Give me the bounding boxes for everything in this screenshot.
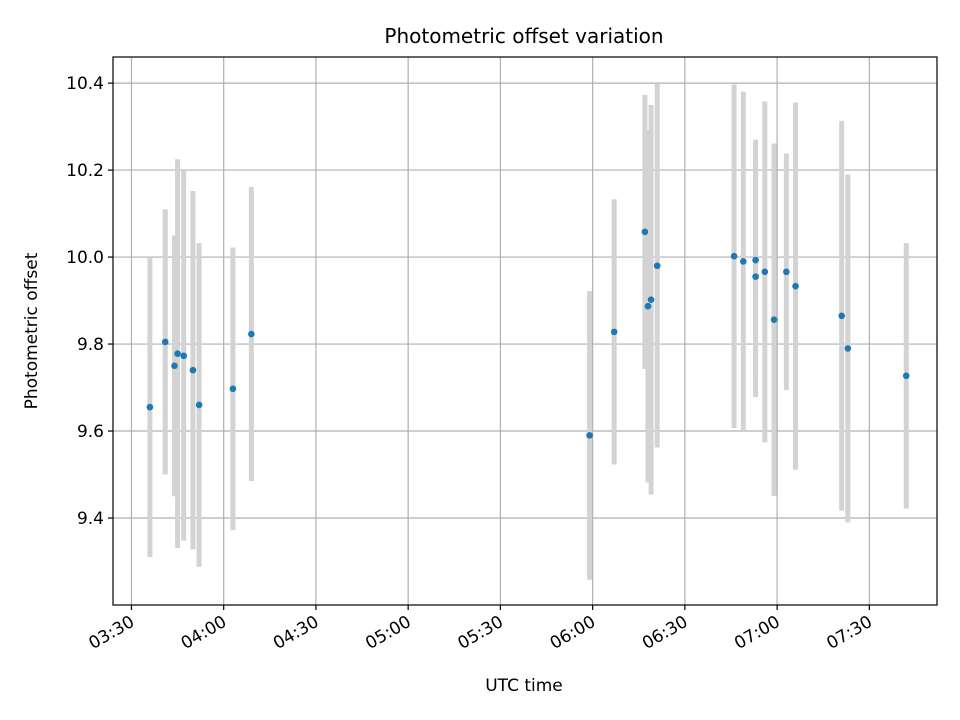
data-point bbox=[146, 403, 154, 411]
data-point bbox=[229, 385, 237, 393]
data-point bbox=[174, 350, 181, 357]
data-point bbox=[610, 328, 618, 336]
data-point bbox=[641, 228, 649, 236]
data-point bbox=[752, 256, 759, 264]
data-point bbox=[195, 401, 203, 409]
x-tick-label: 06:00 bbox=[547, 612, 599, 654]
x-tick-label: 04:00 bbox=[178, 612, 230, 654]
y-axis-ticks: 9.4 9.6 9.8 10.0 10.2 10.4 bbox=[66, 74, 113, 529]
y-tick-label: 10.2 bbox=[66, 161, 104, 181]
data-point bbox=[248, 330, 255, 338]
y-tick-label: 9.4 bbox=[77, 509, 104, 529]
data-point bbox=[902, 372, 910, 380]
data-point bbox=[752, 273, 759, 280]
data-point bbox=[770, 316, 778, 323]
data-point bbox=[180, 352, 188, 360]
x-tick-label: 07:30 bbox=[823, 612, 875, 654]
y-tick-label: 10.4 bbox=[66, 74, 104, 94]
x-tick-label: 06:30 bbox=[639, 612, 691, 654]
y-tick-label: 9.6 bbox=[77, 422, 104, 442]
grid bbox=[113, 57, 937, 605]
data-point bbox=[653, 262, 661, 270]
data-point bbox=[647, 296, 655, 303]
data-point bbox=[730, 252, 738, 260]
data-point bbox=[161, 338, 169, 346]
x-tick-label: 07:00 bbox=[731, 612, 783, 654]
data-point bbox=[171, 362, 178, 370]
data-point bbox=[783, 268, 790, 276]
x-axis-ticks: 03:30 04:00 04:30 05:00 05:30 06:00 06:30 07:00… bbox=[86, 605, 876, 654]
data-point bbox=[838, 312, 845, 320]
y-tick-label: 10.0 bbox=[66, 248, 104, 268]
data-points bbox=[146, 228, 910, 439]
data-point bbox=[792, 282, 799, 290]
data-point bbox=[739, 258, 747, 265]
data-point bbox=[586, 432, 593, 439]
data-point bbox=[644, 302, 652, 310]
data-point bbox=[189, 366, 197, 374]
plot-frame bbox=[112, 56, 938, 606]
x-tick-label: 05:00 bbox=[362, 612, 414, 654]
y-tick-label: 9.8 bbox=[77, 335, 104, 355]
x-tick-label: 04:30 bbox=[270, 612, 322, 654]
data-point bbox=[844, 345, 852, 352]
x-axis-label: UTC time bbox=[485, 676, 563, 696]
chart-title: Photometric offset variation bbox=[384, 24, 663, 48]
y-axis-label: Photometric offset bbox=[22, 252, 42, 409]
x-tick-label: 03:30 bbox=[86, 612, 138, 654]
errorbars bbox=[147, 83, 909, 580]
data-point bbox=[761, 268, 769, 276]
x-tick-label: 05:30 bbox=[454, 612, 506, 654]
